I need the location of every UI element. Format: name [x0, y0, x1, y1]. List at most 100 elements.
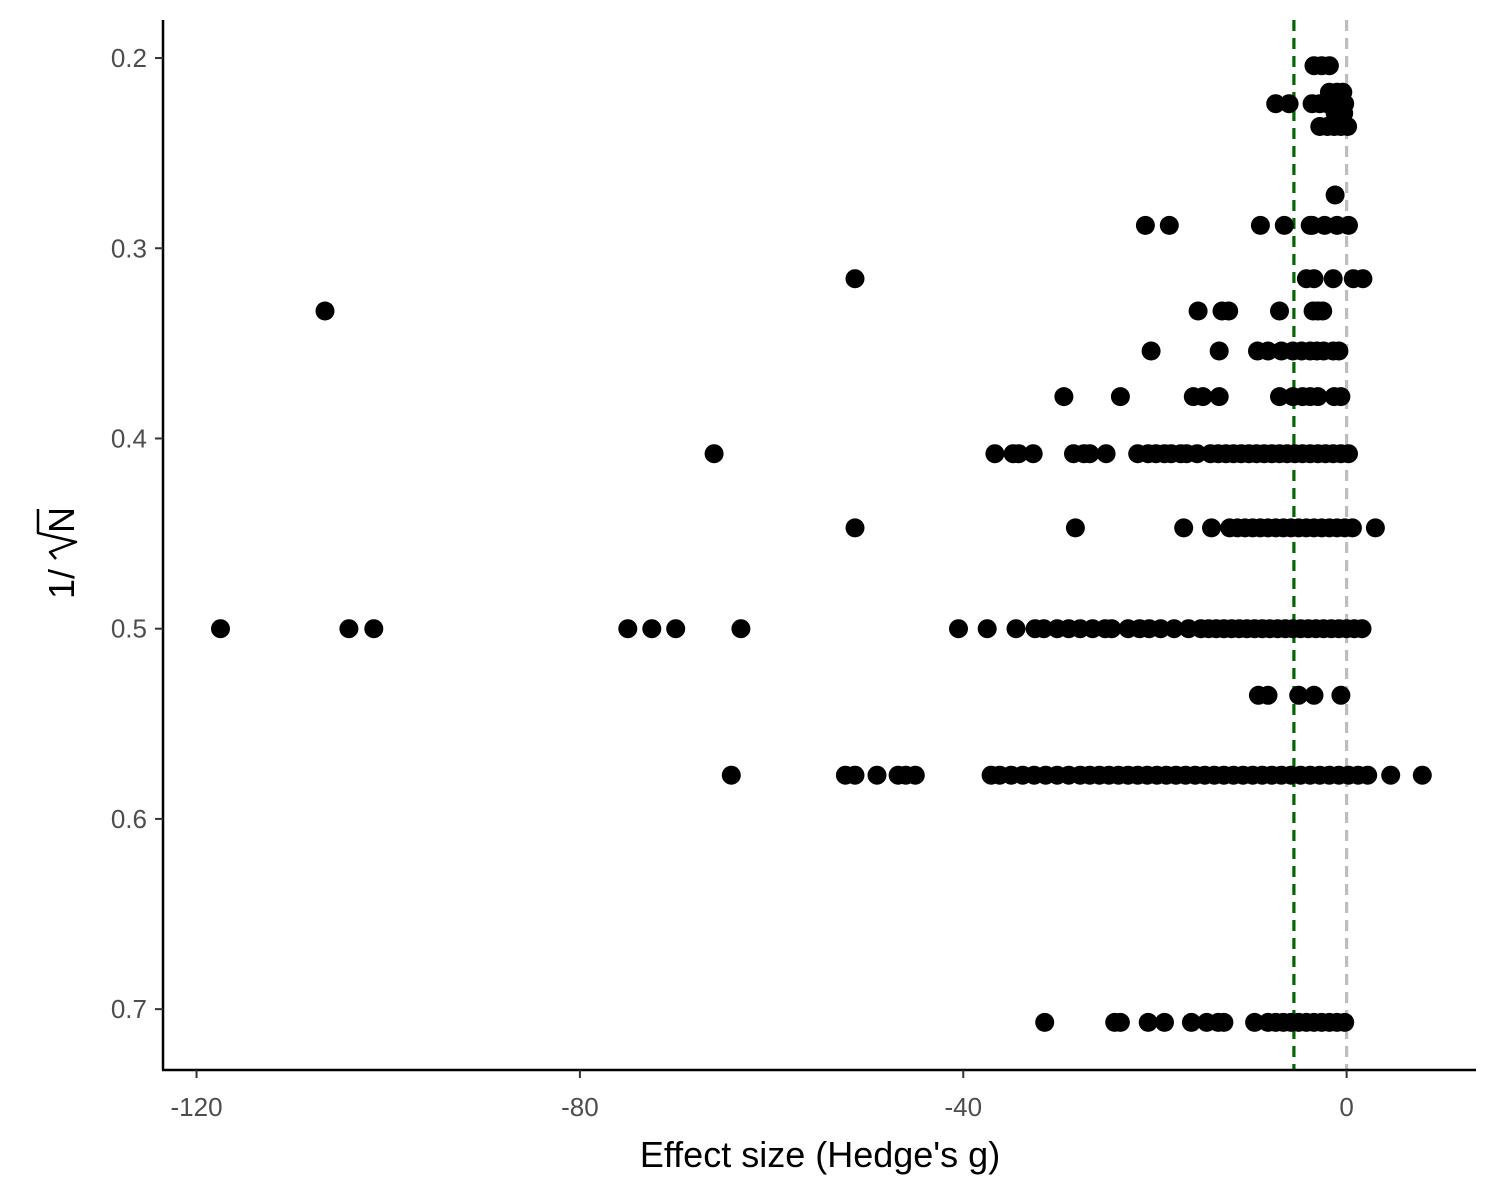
- data-point: [1352, 619, 1372, 639]
- data-point: [1329, 341, 1349, 361]
- data-point: [1110, 387, 1130, 407]
- data-point: [1335, 1012, 1355, 1032]
- data-point: [1034, 619, 1054, 639]
- data-point: [845, 269, 865, 289]
- reference-lines: [1292, 20, 1349, 1070]
- data-point: [1339, 444, 1358, 464]
- data-point: [1289, 685, 1309, 705]
- data-point: [949, 619, 968, 639]
- y-axis-title-prefix: 1/: [41, 569, 82, 599]
- data-point: [1245, 1012, 1265, 1032]
- data-point: [1270, 301, 1289, 321]
- data-point: [845, 765, 865, 785]
- y-tick-label: 0.2: [111, 43, 147, 73]
- y-tick-label: 0.4: [111, 423, 147, 453]
- data-point: [1365, 518, 1385, 538]
- data-point: [1096, 444, 1116, 464]
- data-point: [1164, 619, 1184, 639]
- data-point: [1308, 387, 1328, 407]
- data-point: [977, 619, 997, 639]
- data-point: [1209, 341, 1229, 361]
- data-point: [1159, 215, 1179, 235]
- x-tick-label: -120: [171, 1092, 223, 1122]
- data-point: [1188, 301, 1208, 321]
- x-tick-label: -40: [944, 1092, 982, 1122]
- data-point: [1353, 269, 1373, 289]
- data-point: [1250, 215, 1270, 235]
- data-point: [1325, 185, 1345, 205]
- data-point: [1202, 518, 1221, 538]
- data-point: [1187, 444, 1207, 464]
- data-point: [1319, 56, 1339, 76]
- data-point: [721, 765, 741, 785]
- data-point: [1279, 94, 1299, 114]
- data-point: [211, 619, 230, 639]
- x-tick-label: 0: [1339, 1092, 1353, 1122]
- data-point: [1151, 619, 1171, 639]
- data-point: [1270, 387, 1289, 407]
- data-point: [1304, 269, 1324, 289]
- data-point: [1331, 685, 1351, 705]
- data-point: [1006, 619, 1026, 639]
- data-point: [1266, 94, 1286, 114]
- data-point: [642, 619, 662, 639]
- data-point: [1035, 1012, 1055, 1032]
- data-point: [867, 765, 887, 785]
- data-point: [704, 444, 724, 464]
- data-point: [1274, 215, 1294, 235]
- data-point: [731, 619, 751, 639]
- data-point: [1304, 685, 1324, 705]
- data-point: [1338, 117, 1358, 136]
- data-point: [364, 619, 384, 639]
- x-axis-title: Effect size (Hedge's g): [640, 1134, 1000, 1175]
- data-point: [1323, 269, 1343, 289]
- y-axis-title-radical: [36, 509, 78, 560]
- data-point: [1342, 518, 1362, 538]
- data-point: [1009, 444, 1029, 464]
- data-point: [1315, 215, 1335, 235]
- data-point: [1313, 301, 1333, 321]
- data-point: [1193, 387, 1213, 407]
- y-tick-label: 0.7: [111, 994, 147, 1024]
- data-point: [905, 765, 925, 785]
- y-tick-label: 0.3: [111, 233, 147, 263]
- data-point: [1023, 444, 1043, 464]
- data-point: [1209, 387, 1229, 407]
- data-point: [1331, 387, 1351, 407]
- data-point: [666, 619, 686, 639]
- y-axis-title: 1/ N: [36, 507, 82, 599]
- data-point: [1358, 765, 1378, 785]
- x-tick-label: -80: [561, 1092, 599, 1122]
- data-point: [1412, 765, 1432, 785]
- data-point: [339, 619, 359, 639]
- data-point: [1300, 215, 1320, 235]
- data-point: [1219, 301, 1239, 321]
- data-point: [1174, 518, 1194, 538]
- data-point: [1110, 1012, 1130, 1032]
- data-point: [1339, 215, 1358, 235]
- data-point: [985, 444, 1005, 464]
- data-point: [1135, 215, 1155, 235]
- data-point: [1155, 1012, 1174, 1032]
- data-point: [1181, 1012, 1201, 1032]
- data-points: [211, 56, 1432, 1032]
- data-point: [315, 301, 335, 321]
- y-axis-title-radicand: N: [41, 507, 82, 533]
- data-point: [1080, 444, 1100, 464]
- data-point: [1214, 1012, 1234, 1032]
- data-point: [1381, 765, 1401, 785]
- data-point: [1258, 341, 1278, 361]
- data-point: [845, 518, 865, 538]
- x-axis-ticks: -120 -80 -40 0: [171, 1070, 1354, 1122]
- data-point: [1065, 518, 1085, 538]
- data-point: [1138, 1012, 1158, 1032]
- data-point: [1258, 685, 1278, 705]
- y-tick-label: 0.6: [111, 804, 147, 834]
- data-point: [1102, 619, 1122, 639]
- data-point: [1054, 387, 1074, 407]
- y-tick-label: 0.5: [111, 614, 147, 644]
- y-axis-ticks: 0.2 0.3 0.4 0.5 0.6 0.7: [111, 43, 163, 1024]
- data-point: [1141, 341, 1161, 361]
- data-point: [1333, 82, 1353, 102]
